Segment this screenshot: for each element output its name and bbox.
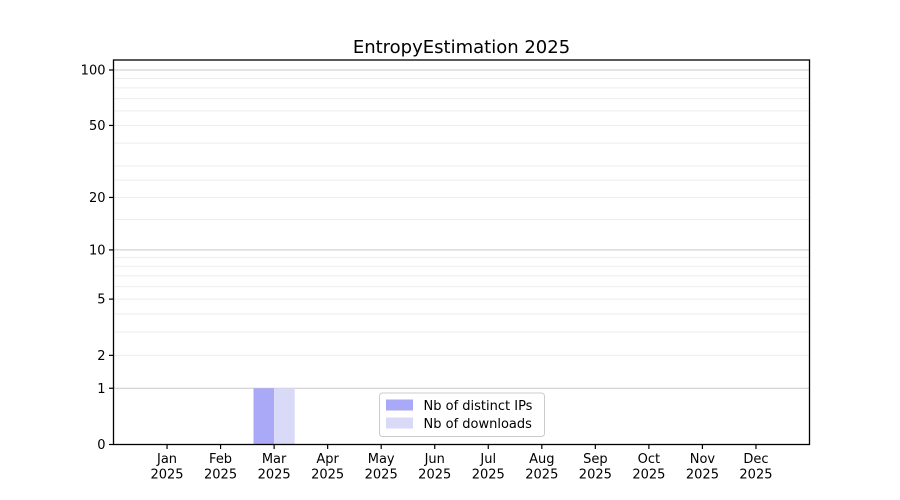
x-tick-month-label: Oct [638,452,660,467]
x-tick-year-label: 2025 [204,468,237,483]
x-tick-month-label: Feb [209,452,232,467]
x-tick-year-label: 2025 [579,468,612,483]
y-tick-label: 10 [89,243,106,258]
x-tick-year-label: 2025 [365,468,398,483]
y-tick-label: 50 [89,119,106,134]
y-tick-label: 100 [81,64,106,79]
plot-border [112,59,811,446]
chart-title: EntropyEstimation 2025 [353,37,570,58]
x-tick-year-label: 2025 [150,468,183,483]
x-tick-year-label: 2025 [258,468,291,483]
x-tick-year-label: 2025 [418,468,451,483]
x-tick-month-label: Apr [316,452,339,467]
legend-label-nb-of-distinct-ips: Nb of distinct IPs [424,399,533,414]
legend-swatch-nb-of-downloads [386,417,413,429]
y-tick-label: 0 [97,438,105,453]
y-tick-label: 5 [97,293,105,308]
legend-swatch-nb-of-distinct-ips [386,399,413,411]
x-tick-month-label: Jan [156,452,177,467]
x-tick-year-label: 2025 [739,468,772,483]
legend-label-nb-of-downloads: Nb of downloads [424,417,533,432]
legend-box [379,392,545,437]
x-tick-month-label: Sep [583,452,608,467]
x-tick-month-label: Dec [743,452,768,467]
y-tick-label: 1 [97,382,105,397]
x-tick-month-label: May [368,452,395,467]
x-tick-year-label: 2025 [632,468,665,483]
x-tick-month-label: Nov [690,452,716,467]
x-tick-year-label: 2025 [472,468,505,483]
x-tick-month-label: Jun [424,452,445,467]
x-tick-month-label: Aug [529,452,554,467]
x-tick-year-label: 2025 [686,468,719,483]
x-tick-year-label: 2025 [311,468,344,483]
y-tick-label: 2 [97,349,105,364]
y-tick-label: 20 [89,191,106,206]
bar-nb-of-downloads [274,388,295,445]
bar-nb-of-distinct-ips [253,388,275,445]
x-tick-month-label: Jul [479,452,496,467]
x-tick-month-label: Mar [262,452,287,467]
x-tick-year-label: 2025 [525,468,558,483]
